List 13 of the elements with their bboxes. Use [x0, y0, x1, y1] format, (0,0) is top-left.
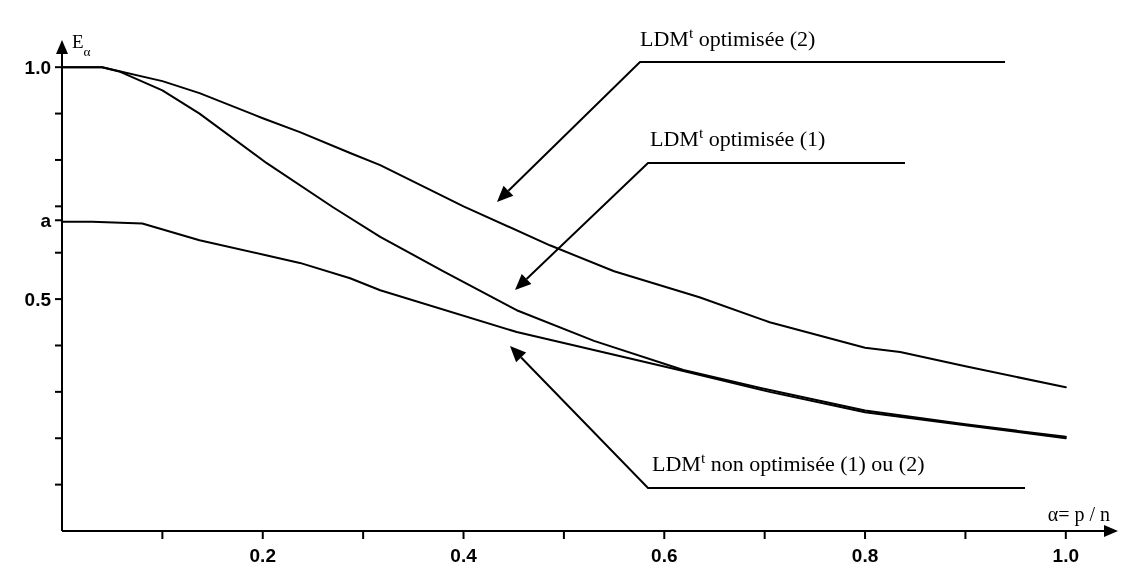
x-axis-title: α= p / n	[1047, 503, 1110, 526]
x-tick-label: 0.4	[450, 545, 478, 567]
y-tick-label: 0.5	[24, 288, 52, 310]
x-tick-label: 0.6	[651, 545, 678, 567]
y-axis-title: E$_{α}$	[72, 31, 91, 59]
x-tick-label: 0.2	[249, 545, 276, 567]
y-tick-label: 1.0	[24, 56, 51, 78]
annotation: LDM$^{t}$ optimisée (1)	[650, 123, 826, 151]
x-tick-label: 1.0	[1052, 545, 1080, 567]
annotation: LDM$^{t}$ optimisée (2)	[640, 23, 816, 51]
annotation: LDM$^{t}$ non optimisée (1) ou (2)	[652, 448, 925, 476]
x-tick-label: 0.8	[851, 545, 879, 567]
y-tick-label: a	[40, 209, 52, 231]
